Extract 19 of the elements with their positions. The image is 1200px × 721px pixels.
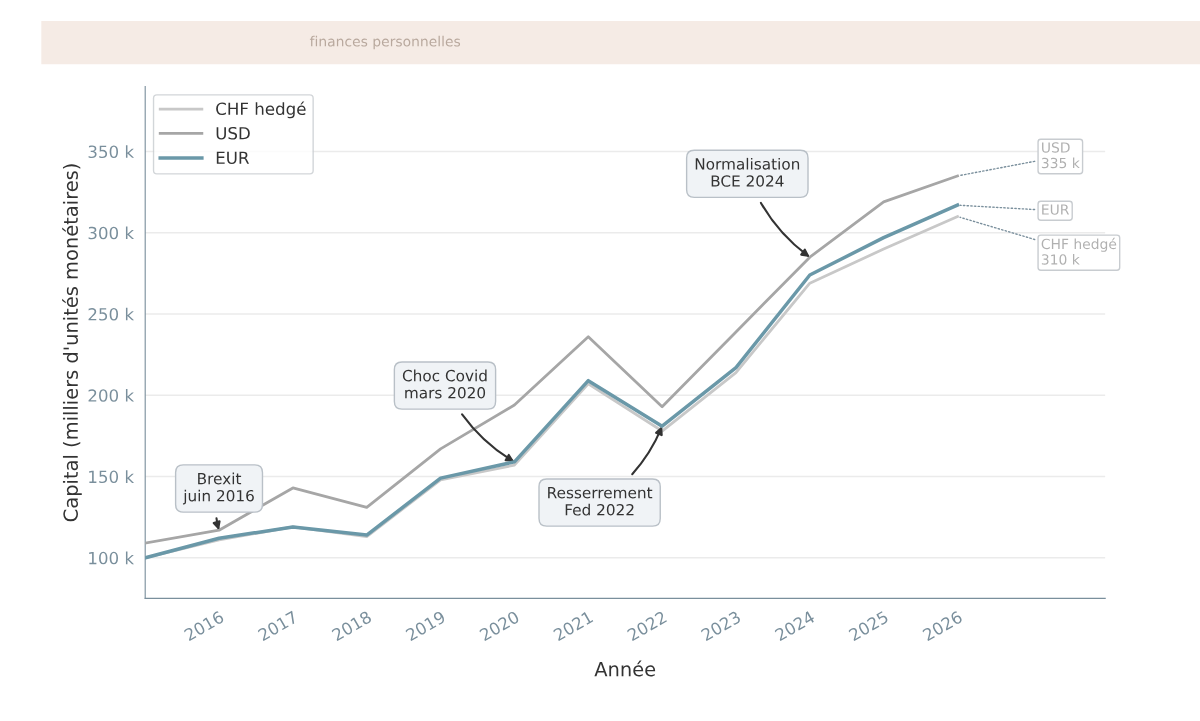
y-tick-label: 350 k xyxy=(88,145,135,159)
y-axis-title: Capital (milliers d'unités monétaires) xyxy=(62,164,82,522)
annotation: EUR xyxy=(1042,204,1070,215)
y-tick-label: 300 k xyxy=(88,226,135,240)
chart-subtitle: finances personnelles xyxy=(309,35,461,50)
legend-label: EUR xyxy=(216,151,250,165)
annotation: Resserrement Fed 2022 xyxy=(548,487,653,516)
y-tick-label: 150 k xyxy=(89,470,135,484)
y-tick-label: 100 k xyxy=(89,551,135,565)
annotation: USD 335 k xyxy=(1041,142,1080,169)
legend-label: CHF hedgé xyxy=(216,101,306,119)
y-tick-label: 250 k xyxy=(88,307,135,321)
annotation: Choc Covid mars 2020 xyxy=(402,369,487,399)
x-axis-title: Année xyxy=(594,660,656,677)
annotation: Brexit juin 2016 xyxy=(182,472,254,505)
annotation: CHF hedgé 310 k xyxy=(1041,237,1117,265)
legend-label: USD xyxy=(216,126,250,140)
annotation: Normalisation BCE 2024 xyxy=(695,157,800,187)
y-tick-label: 200 k xyxy=(88,388,135,402)
